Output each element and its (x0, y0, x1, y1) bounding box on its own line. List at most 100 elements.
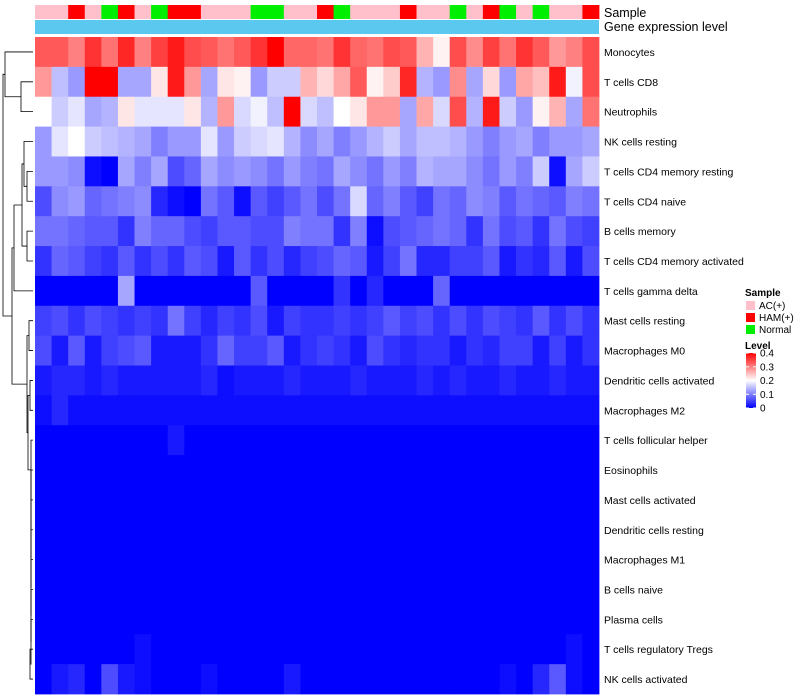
heatmap-cell (399, 275, 417, 307)
heatmap-cell (399, 126, 417, 157)
heatmap-cell (499, 37, 517, 68)
heatmap-cell (449, 275, 467, 307)
heatmap-cell (499, 305, 517, 337)
sample-annotation-cell (399, 5, 417, 19)
heatmap-cell (549, 604, 567, 635)
heatmap-cell (516, 455, 534, 486)
heatmap-cell (250, 664, 268, 695)
heatmap-cell (383, 305, 401, 337)
heatmap-cell (35, 455, 52, 486)
heatmap-cell (234, 37, 252, 68)
heatmap-cell (549, 305, 567, 337)
heatmap-cell (234, 126, 252, 157)
heatmap-cell (134, 574, 152, 605)
heatmap-cell (416, 634, 434, 665)
heatmap-cell (35, 305, 52, 337)
dendrogram-branch (28, 320, 33, 351)
heatmap-cell (68, 305, 86, 337)
heatmap-cell (333, 335, 351, 366)
heatmap-cell (101, 335, 119, 366)
dendrogram-branch (29, 380, 33, 411)
heatmap-cell (532, 96, 550, 127)
dendrogram-branch (21, 163, 27, 247)
heatmap-cell (283, 514, 301, 546)
heatmap-cell (184, 37, 202, 68)
heatmap-cell (267, 514, 285, 546)
heatmap-cell (433, 514, 451, 546)
heatmap-cell (549, 425, 567, 456)
heatmap-cell (84, 574, 102, 605)
heatmap-cell (317, 66, 334, 98)
heatmap-cell (51, 544, 69, 575)
heatmap-cell (383, 664, 401, 695)
heatmap-cell (200, 186, 218, 217)
heatmap-cell (117, 425, 135, 456)
heatmap-cell (449, 664, 467, 695)
heatmap-cell (250, 126, 268, 157)
sample-annotation-cell (516, 5, 534, 19)
heatmap-cell (101, 96, 119, 127)
heatmap-cell (366, 335, 384, 366)
heatmap-cell (134, 96, 152, 127)
heatmap-cell (84, 37, 102, 68)
heatmap-cell (366, 186, 384, 217)
heatmap-cell (234, 186, 252, 217)
sample-annotation-cell (283, 5, 301, 19)
heatmap-cell (283, 455, 301, 486)
heatmap-cell (383, 126, 401, 157)
row-label: Macrophages M0 (604, 346, 685, 358)
heatmap-cell (466, 604, 484, 635)
heatmap-cell (134, 37, 152, 68)
heatmap-cell (234, 395, 252, 426)
heatmap-cell (184, 425, 202, 456)
heatmap-cell (317, 96, 334, 127)
heatmap-cell (234, 335, 252, 366)
heatmap-cell (184, 365, 202, 396)
heatmap-cell (466, 395, 484, 426)
heatmap-cell (151, 634, 169, 665)
heatmap-cell (267, 156, 285, 187)
sample-annotation-cell (317, 5, 334, 19)
heatmap-cell (516, 156, 534, 187)
heatmap-cell (416, 365, 434, 396)
heatmap-cell (117, 544, 135, 575)
row-label: B cells naive (604, 584, 663, 596)
heatmap-cell (383, 484, 401, 516)
heatmap-cell (151, 484, 169, 516)
heatmap-cell (466, 365, 484, 396)
heatmap-cell (200, 664, 218, 695)
heatmap-cell (499, 425, 517, 456)
heatmap-cell (532, 514, 550, 546)
row-label: T cells CD4 memory resting (604, 166, 733, 178)
heatmap-cell (317, 455, 334, 486)
heatmap-cell (399, 216, 417, 247)
heatmap-cell (300, 305, 318, 337)
heatmap-cell (366, 455, 384, 486)
heatmap-cell (350, 425, 368, 456)
heatmap-cell (399, 66, 417, 98)
heatmap-cell (200, 66, 218, 98)
heatmap-cell (267, 246, 285, 277)
heatmap-cell (51, 156, 69, 187)
heatmap-cell (482, 425, 500, 456)
heatmap-cell (101, 664, 119, 695)
heatmap-cell (449, 425, 467, 456)
sample-annotation-cell (565, 5, 583, 19)
heatmap-cell (516, 484, 534, 516)
heatmap-cell (134, 425, 152, 456)
heatmap-cell (167, 96, 185, 127)
heatmap-cell (399, 335, 417, 366)
heatmap-cell (250, 216, 268, 247)
heatmap-cell (549, 66, 567, 98)
heatmap-cell (499, 365, 517, 396)
heatmap-cell (283, 156, 301, 187)
heatmap-cell (267, 664, 285, 695)
row-labels: Monocytes T cells CD8 Neutrophils NK cells … (604, 47, 744, 686)
heatmap-cell (565, 156, 583, 187)
heatmap-cell (84, 484, 102, 516)
heatmap-cell (84, 634, 102, 665)
heatmap-cell (449, 395, 467, 426)
row-label: T cells gamma delta (604, 286, 698, 298)
heatmap-cell (449, 96, 467, 127)
sample-annotation-cell (416, 5, 434, 19)
